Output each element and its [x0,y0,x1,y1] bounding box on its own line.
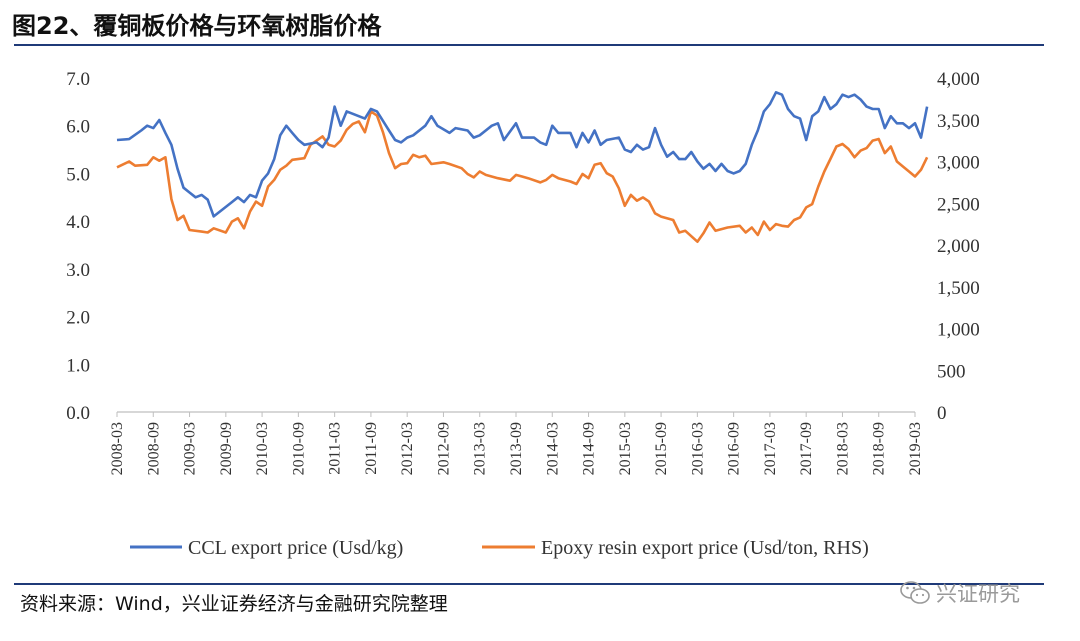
x-tick-label: 2015-09 [653,422,670,475]
x-tick-label: 2009-03 [182,422,199,475]
legend-label-ccl: CCL export price (Usd/kg) [188,537,403,559]
left-y-tick-label: 6.0 [66,117,90,138]
x-tick-label: 2008-03 [109,422,126,475]
right-y-tick-label: 2,000 [937,236,980,257]
x-tick-label: 2018-09 [871,422,888,475]
x-tick-label: 2010-03 [254,422,271,475]
right-y-tick-label: 1,000 [937,320,980,341]
right-y-tick-label: 0 [937,403,947,424]
left-y-tick-label: 0.0 [66,403,90,424]
line-chart: 2008-03 2008-09 2009-03 2009-09 2010-03 2010-… [66,69,980,559]
source-note: 资料来源：Wind，兴业证券经济与金融研究院整理 [20,593,448,615]
figure-title: 图22、覆铜板价格与环氧树脂价格 [12,12,382,40]
title-rule [14,44,1044,46]
ccl-series-line [116,91,929,218]
x-tick-label: 2013-03 [472,422,489,475]
watermark: 兴证研究 [900,578,1020,608]
x-tick-label: 2017-09 [798,422,815,475]
x-tick-label: 2011-09 [363,422,380,475]
left-y-axis-ticks: 0.0 1.0 2.0 3.0 4.0 5.0 6.0 7.0 [66,69,90,424]
right-y-tick-label: 2,500 [937,194,980,215]
right-y-tick-label: 3,500 [937,111,980,132]
left-y-tick-label: 7.0 [66,69,90,90]
x-tick-label: 2010-09 [290,422,307,475]
source-rule [14,583,1044,585]
x-axis-ticks: 2008-03 2008-09 2009-03 2009-09 2010-03 2010-… [109,412,924,475]
x-tick-label: 2017-03 [762,422,779,475]
right-y-tick-label: 3,000 [937,153,980,174]
left-y-tick-label: 4.0 [66,212,90,233]
left-y-tick-label: 2.0 [66,308,90,329]
right-y-tick-label: 1,500 [937,278,980,299]
legend-label-epoxy: Epoxy resin export price (Usd/ton, RHS) [541,537,869,559]
series-lines [116,91,929,243]
x-tick-label: 2016-09 [726,422,743,475]
x-tick-label: 2014-03 [544,422,561,475]
x-tick-label: 2016-03 [689,422,706,475]
wechat-icon [900,581,930,604]
chart-legend: CCL export price (Usd/kg) Epoxy resin ex… [130,537,869,559]
x-tick-label: 2008-09 [145,422,162,475]
x-tick-label: 2014-09 [581,422,598,475]
watermark-text: 兴证研究 [936,582,1020,606]
left-y-tick-label: 3.0 [66,260,90,281]
x-tick-label: 2009-09 [218,422,235,475]
right-y-tick-label: 500 [937,361,966,382]
x-tick-label: 2019-03 [907,422,924,475]
left-y-tick-label: 1.0 [66,355,90,376]
right-y-axis-ticks: 0 500 1,000 1,500 2,000 2,500 3,000 3,500 4,000 [937,69,980,424]
left-y-tick-label: 5.0 [66,164,90,185]
x-tick-label: 2013-09 [508,422,525,475]
x-tick-label: 2015-03 [617,422,634,475]
x-tick-label: 2012-09 [435,422,452,475]
right-y-tick-label: 4,000 [937,69,980,90]
x-tick-label: 2011-03 [327,422,344,475]
x-tick-label: 2018-03 [834,422,851,475]
epoxy-series-line [116,110,929,243]
x-tick-label: 2012-03 [399,422,416,475]
